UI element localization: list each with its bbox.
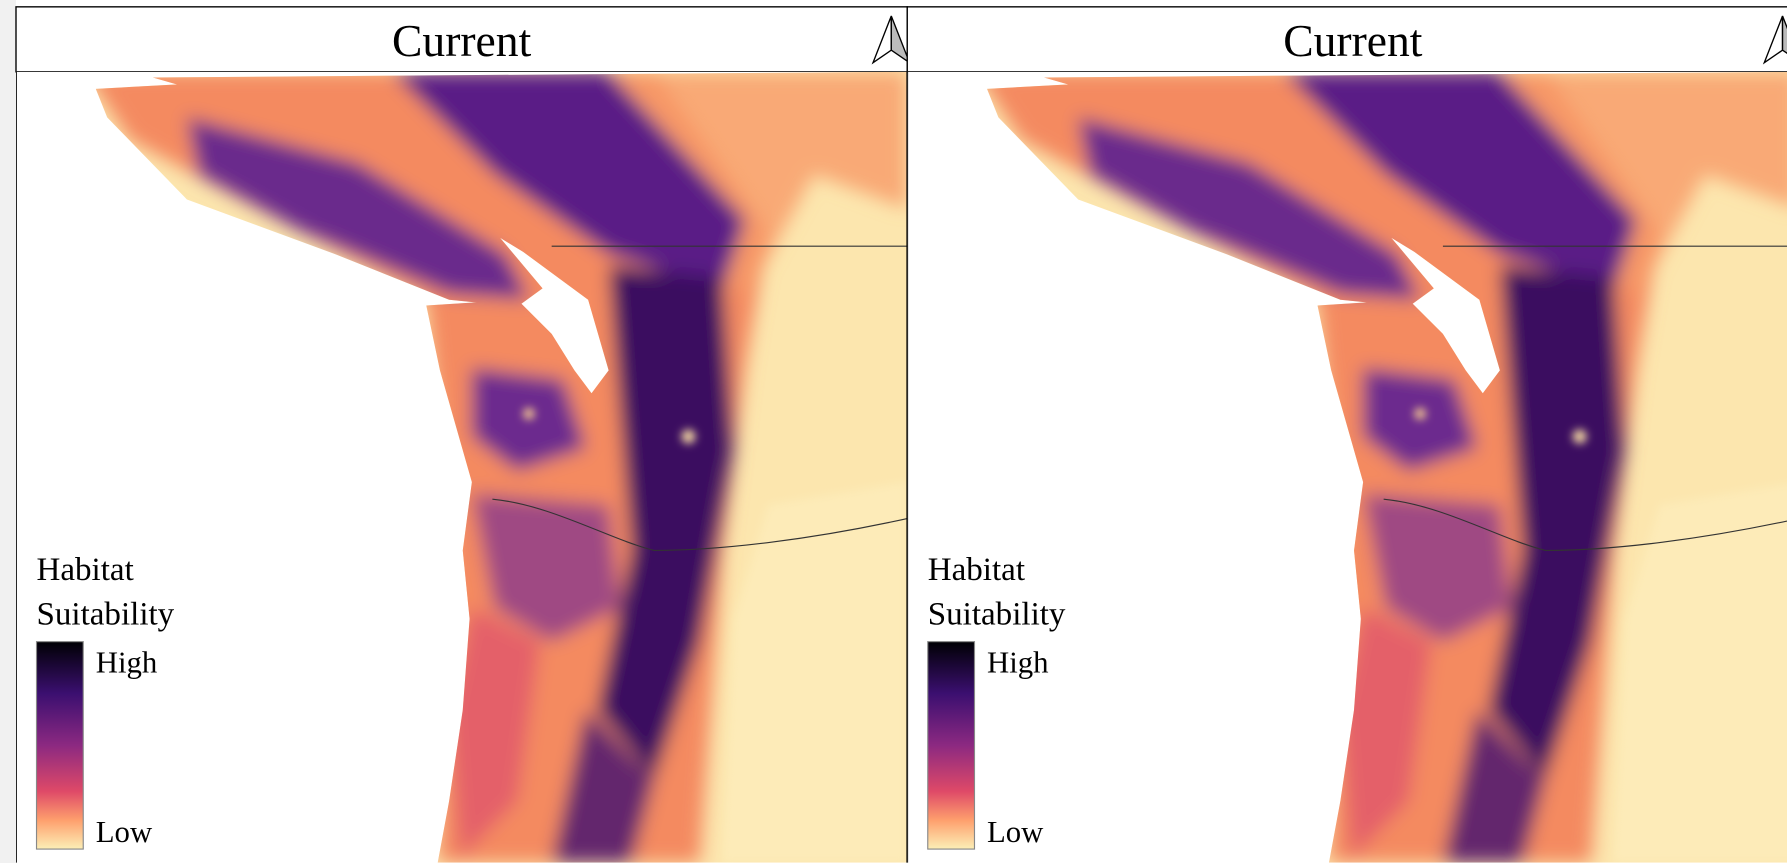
legend-title: Habitat <box>928 552 1025 588</box>
legend-title: Habitat <box>37 552 134 588</box>
panel-title: Current <box>1283 15 1423 66</box>
side-strip <box>0 0 16 863</box>
map-image <box>907 72 1787 863</box>
legend-high: High <box>96 645 158 679</box>
map-area: Habitat Suitability High Low <box>907 72 1787 863</box>
panel-title: Current <box>392 15 532 66</box>
legend-low: Low <box>96 815 153 849</box>
color-bar <box>37 642 84 849</box>
legend-title: Suitability <box>37 597 175 633</box>
page: {"panels": [ {"title": "Current", "legen… <box>0 0 1787 863</box>
legend-title: Suitability <box>928 597 1066 633</box>
legend-low: Low <box>987 815 1044 849</box>
legend-high: High <box>987 645 1049 679</box>
map-panel: Current Habitat Suitability High Low <box>907 7 1787 863</box>
figure: Current Habitat Suitability High Low Current H… <box>0 0 1787 863</box>
map-area: Habitat Suitability High Low <box>16 72 907 863</box>
map-image <box>16 72 907 863</box>
map-panel: Current Habitat Suitability High Low <box>16 7 910 863</box>
color-bar <box>928 642 975 849</box>
